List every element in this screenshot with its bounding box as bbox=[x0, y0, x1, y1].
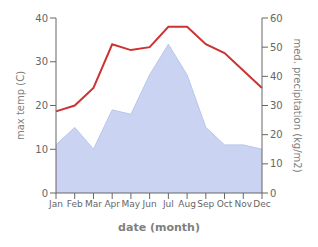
svg-text:10: 10 bbox=[35, 144, 48, 155]
svg-text:Jul: Jul bbox=[162, 199, 174, 209]
svg-text:30: 30 bbox=[35, 56, 48, 67]
svg-text:0: 0 bbox=[270, 188, 276, 199]
svg-text:Mar: Mar bbox=[85, 199, 102, 209]
svg-text:Sep: Sep bbox=[197, 199, 214, 209]
svg-text:Jun: Jun bbox=[142, 199, 157, 209]
svg-text:date (month): date (month) bbox=[118, 221, 200, 234]
svg-text:10: 10 bbox=[270, 158, 283, 169]
svg-text:20: 20 bbox=[270, 129, 283, 140]
svg-text:20: 20 bbox=[35, 100, 48, 111]
svg-text:Nov: Nov bbox=[234, 199, 252, 209]
svg-text:50: 50 bbox=[270, 42, 283, 53]
svg-text:Apr: Apr bbox=[104, 199, 120, 209]
svg-text:0: 0 bbox=[42, 188, 48, 199]
svg-text:med. precipitation (kg/m2): med. precipitation (kg/m2) bbox=[292, 38, 303, 172]
svg-text:60: 60 bbox=[270, 13, 283, 24]
svg-text:30: 30 bbox=[270, 100, 283, 111]
svg-text:Aug: Aug bbox=[178, 199, 196, 209]
svg-text:40: 40 bbox=[270, 71, 283, 82]
svg-text:Jan: Jan bbox=[48, 199, 63, 209]
svg-text:May: May bbox=[122, 199, 141, 209]
svg-text:Feb: Feb bbox=[67, 199, 83, 209]
svg-text:Oct: Oct bbox=[217, 199, 233, 209]
svg-text:40: 40 bbox=[35, 13, 48, 24]
svg-text:max temp (C): max temp (C) bbox=[15, 71, 26, 140]
svg-text:Dec: Dec bbox=[253, 199, 270, 209]
